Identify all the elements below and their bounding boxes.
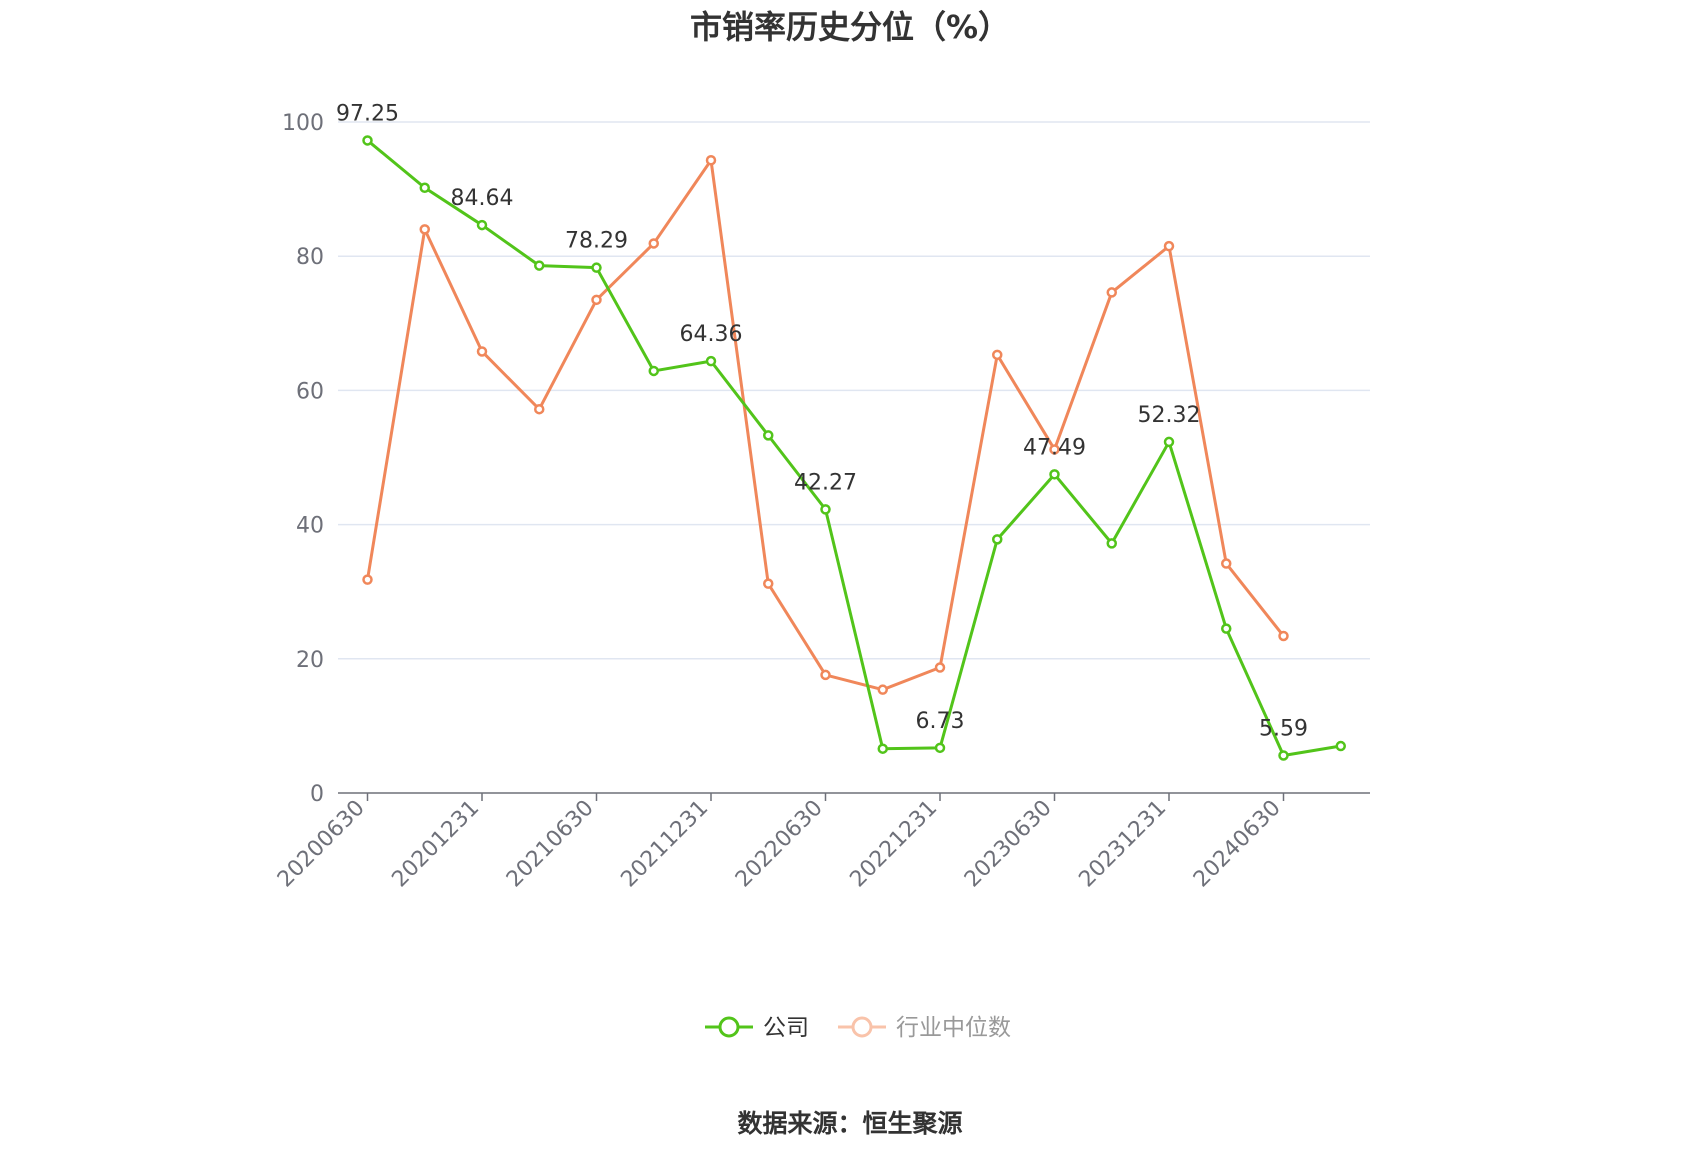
data-point[interactable] — [705, 154, 717, 166]
legend[interactable]: 公司 行业中位数 — [705, 1015, 1011, 1041]
series-lines — [362, 135, 1346, 761]
data-point[interactable] — [419, 182, 430, 194]
data-point[interactable] — [534, 403, 545, 415]
data-point[interactable] — [1221, 558, 1232, 569]
data-source: 数据来源：恒生聚源 — [737, 1109, 962, 1138]
y-tick-label: 100 — [282, 111, 324, 136]
data-point[interactable] — [992, 349, 1003, 361]
x-tick-label: 20211231 — [616, 796, 713, 893]
data-point[interactable] — [648, 238, 659, 249]
legend-item-company[interactable]: 公司 — [705, 1015, 809, 1041]
data-label: 52.32 — [1138, 403, 1201, 428]
data-point[interactable] — [705, 355, 717, 367]
data-point[interactable] — [1335, 740, 1346, 752]
data-point[interactable] — [1049, 469, 1060, 480]
data-point[interactable] — [591, 262, 602, 273]
data-label: 47.49 — [1023, 435, 1086, 460]
grid-lines — [338, 121, 1370, 660]
data-point[interactable] — [1049, 444, 1060, 455]
x-tick-label: 20221231 — [845, 796, 942, 893]
legend-marker-icon — [851, 1016, 873, 1038]
data-point[interactable] — [763, 430, 774, 441]
data-point[interactable] — [1106, 538, 1117, 549]
data-point[interactable] — [1278, 750, 1289, 761]
data-point[interactable] — [934, 742, 946, 754]
series-line-company — [366, 139, 1341, 757]
data-label: 42.27 — [794, 470, 857, 495]
data-point[interactable] — [362, 574, 373, 585]
x-tick-label: 20220630 — [731, 796, 828, 893]
y-tick-label: 60 — [296, 379, 324, 404]
data-point[interactable] — [1163, 436, 1175, 448]
data-point[interactable] — [1163, 240, 1175, 252]
data-point[interactable] — [648, 365, 659, 377]
data-point[interactable] — [1278, 630, 1289, 642]
data-point[interactable] — [934, 662, 946, 673]
data-label: 6.73 — [916, 709, 965, 734]
data-point[interactable] — [992, 534, 1003, 545]
x-tick-label: 20210630 — [502, 796, 599, 893]
data-label: 64.36 — [680, 322, 743, 347]
legend-item-industry-median[interactable]: 行业中位数 — [838, 1015, 1011, 1041]
legend-label: 公司 — [763, 1015, 809, 1041]
data-label: 97.25 — [336, 101, 399, 126]
data-point[interactable] — [591, 294, 602, 306]
data-point[interactable] — [534, 260, 545, 271]
y-tick-label: 20 — [296, 648, 324, 673]
x-tick-label: 20240630 — [1189, 796, 1286, 893]
data-point[interactable] — [877, 684, 888, 695]
data-point[interactable] — [1221, 623, 1232, 634]
chart-title: 市销率历史分位（%） — [690, 8, 1010, 46]
legend-label: 行业中位数 — [896, 1015, 1011, 1041]
data-point[interactable] — [820, 504, 831, 515]
data-point[interactable] — [476, 219, 488, 231]
data-point[interactable] — [476, 346, 488, 357]
data-point[interactable] — [820, 669, 831, 681]
data-label: 78.29 — [565, 229, 628, 254]
y-tick-label: 0 — [310, 782, 324, 807]
data-label: 5.59 — [1259, 716, 1308, 741]
data-point[interactable] — [419, 224, 430, 235]
data-point[interactable] — [362, 135, 373, 146]
x-tick-label: 20230630 — [960, 796, 1057, 893]
data-labels: 97.25 84.64 78.29 64.36 42.27 6.73 47.49 52.32 5… — [336, 101, 1308, 741]
data-point[interactable] — [1106, 287, 1117, 298]
data-point[interactable] — [877, 743, 888, 754]
y-tick-label: 80 — [296, 245, 324, 270]
x-tick-label: 20200630 — [273, 796, 370, 893]
x-tick-label: 20231231 — [1074, 796, 1171, 893]
data-point[interactable] — [763, 578, 774, 589]
data-label: 84.64 — [451, 186, 514, 211]
y-tick-label: 40 — [296, 514, 324, 539]
legend-marker-icon — [718, 1016, 740, 1038]
x-tick-label: 20201231 — [387, 796, 484, 893]
